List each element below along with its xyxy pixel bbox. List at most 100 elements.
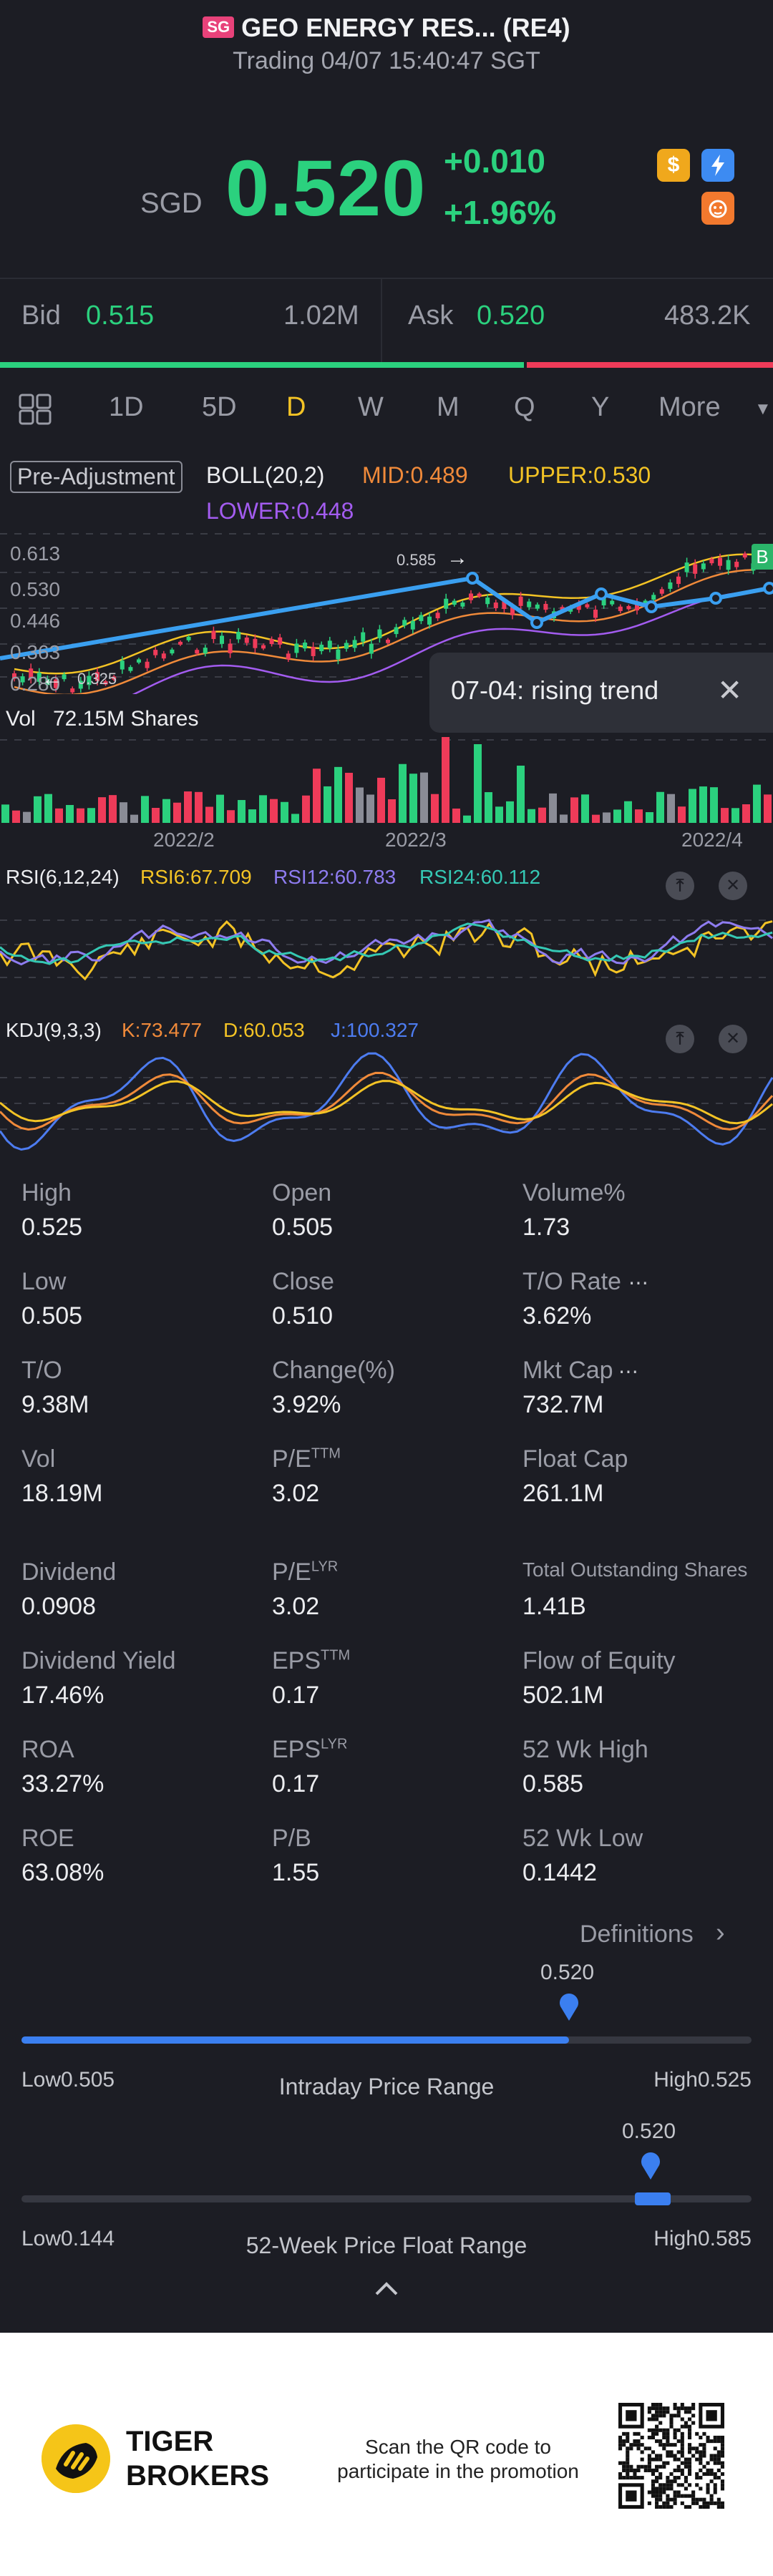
volume-bar <box>592 814 600 823</box>
range-marker <box>635 2192 671 2205</box>
volume-bar <box>238 800 245 823</box>
candle <box>610 600 615 605</box>
qr-module <box>713 2446 717 2451</box>
candle <box>294 643 299 653</box>
tab-w[interactable]: W <box>358 392 384 422</box>
volume-bar <box>356 787 364 823</box>
stat-label: Float Cap <box>522 1445 628 1473</box>
definitions-link[interactable]: Definitions <box>580 1921 694 1948</box>
trend-tooltip[interactable]: 07-04: rising trend ✕ <box>429 653 773 733</box>
qr-module <box>691 2414 696 2418</box>
stat-value: 0.510 <box>272 1302 334 1330</box>
bid-ask-panel: Bid 0.515 1.02M Ask 0.520 483.2K <box>0 278 773 364</box>
candle <box>709 559 714 564</box>
tab-more[interactable]: More <box>658 392 721 422</box>
qr-module <box>680 2446 684 2451</box>
trend-point <box>709 592 722 605</box>
candle <box>668 582 673 589</box>
qr-module <box>676 2457 681 2462</box>
rsi-label[interactable]: RSI(6,12,24) <box>6 866 120 888</box>
candle <box>78 680 83 689</box>
trend-point <box>595 587 608 600</box>
boll-label[interactable]: BOLL(20,2) <box>206 462 325 488</box>
date-tick: 2022/2 <box>153 829 215 851</box>
volume-bar <box>1 804 9 823</box>
pre-adjustment-button[interactable]: Pre-Adjustment <box>10 461 183 493</box>
qr-module <box>669 2472 674 2477</box>
qr-module <box>713 2483 717 2487</box>
qr-module <box>626 2446 630 2451</box>
tab-y[interactable]: Y <box>591 392 610 422</box>
bid-label: Bid <box>21 301 61 331</box>
pin-top-icon[interactable]: ⤒ <box>666 872 694 900</box>
tab-1d[interactable]: 1D <box>109 392 144 422</box>
rsi12-value: RSI12:60.783 <box>273 866 397 888</box>
stat-value: 0.505 <box>272 1214 334 1241</box>
info-icon[interactable]: ⋯ <box>628 1272 648 1294</box>
tab-5d[interactable]: 5D <box>202 392 237 422</box>
period-tabs: 1D 5D D W M Q Y More ▼ <box>0 386 773 432</box>
close-indicator-icon[interactable]: ✕ <box>719 872 747 900</box>
qr-module <box>702 2450 706 2454</box>
qr-module <box>716 2450 721 2454</box>
qr-module <box>709 2472 714 2477</box>
volume-bar <box>678 806 686 823</box>
tiger-badge-icon[interactable] <box>701 192 734 225</box>
candle <box>543 603 548 610</box>
qr-module <box>709 2497 714 2502</box>
volume-bar <box>506 801 514 823</box>
volume-bar <box>517 766 525 823</box>
qr-module <box>720 2464 724 2469</box>
tab-d[interactable]: D <box>286 392 306 422</box>
qr-module <box>680 2424 684 2429</box>
qr-module <box>658 2439 663 2444</box>
qr-module <box>647 2428 651 2432</box>
chevron-right-icon[interactable]: › <box>716 1918 725 1948</box>
rsi-chart[interactable] <box>0 899 773 1006</box>
qr-module <box>647 2410 651 2414</box>
candlestick-chart[interactable] <box>0 530 773 694</box>
qr-module <box>673 2490 677 2494</box>
tab-q[interactable]: Q <box>514 392 535 422</box>
candle <box>701 563 706 570</box>
kdj-chart[interactable] <box>0 1049 773 1156</box>
close-indicator-icon[interactable]: ✕ <box>719 1025 747 1053</box>
date-tick: 2022/3 <box>385 829 447 851</box>
candle <box>402 620 407 626</box>
stat-value: 0.525 <box>21 1214 83 1241</box>
qr-module <box>658 2454 663 2458</box>
tab-m[interactable]: M <box>437 392 460 422</box>
bid-size: 1.02M <box>283 301 359 331</box>
close-icon[interactable]: ✕ <box>717 673 743 707</box>
volume-bar <box>710 787 718 823</box>
qr-module <box>666 2428 670 2432</box>
buy-signal-badge[interactable]: B <box>752 544 773 570</box>
qr-code[interactable] <box>618 2403 724 2509</box>
pin-top-icon[interactable]: ⤒ <box>666 1025 694 1053</box>
lightning-badge-icon[interactable] <box>701 149 734 182</box>
qr-module <box>651 2435 656 2440</box>
qr-module <box>626 2439 630 2444</box>
dollar-badge-icon[interactable]: $ <box>657 149 690 182</box>
candle <box>460 602 465 607</box>
kdj-label[interactable]: KDJ(9,3,3) <box>6 1019 102 1041</box>
volume-chart[interactable] <box>0 737 773 852</box>
candle <box>319 644 324 651</box>
qr-module <box>687 2435 692 2440</box>
qr-module <box>655 2406 659 2411</box>
qr-module <box>662 2435 666 2440</box>
info-icon[interactable]: ⋯ <box>618 1360 638 1382</box>
layout-grid-icon[interactable] <box>19 394 53 429</box>
more-dropdown-icon[interactable]: ▼ <box>754 399 772 419</box>
qr-module <box>680 2468 684 2472</box>
volume-bar <box>44 794 52 823</box>
candle <box>659 589 664 594</box>
candle <box>369 643 374 654</box>
volume-bar <box>324 786 331 823</box>
qr-module <box>618 2461 623 2465</box>
qr-module <box>655 2464 659 2469</box>
chevron-up-icon[interactable] <box>374 2280 399 2301</box>
qr-module <box>662 2490 666 2494</box>
market-badge: SG <box>203 16 235 38</box>
qr-module <box>709 2454 714 2458</box>
